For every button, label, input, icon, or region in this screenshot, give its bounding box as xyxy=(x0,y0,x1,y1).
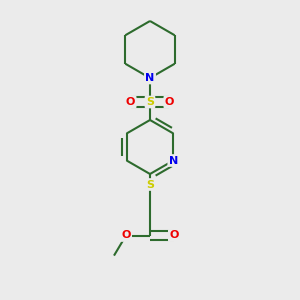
Text: N: N xyxy=(169,155,178,166)
Text: S: S xyxy=(146,97,154,107)
Text: O: O xyxy=(169,230,179,241)
Text: O: O xyxy=(165,97,174,107)
Text: O: O xyxy=(126,97,135,107)
Text: N: N xyxy=(146,73,154,83)
Text: S: S xyxy=(146,179,154,190)
Text: O: O xyxy=(121,230,131,241)
